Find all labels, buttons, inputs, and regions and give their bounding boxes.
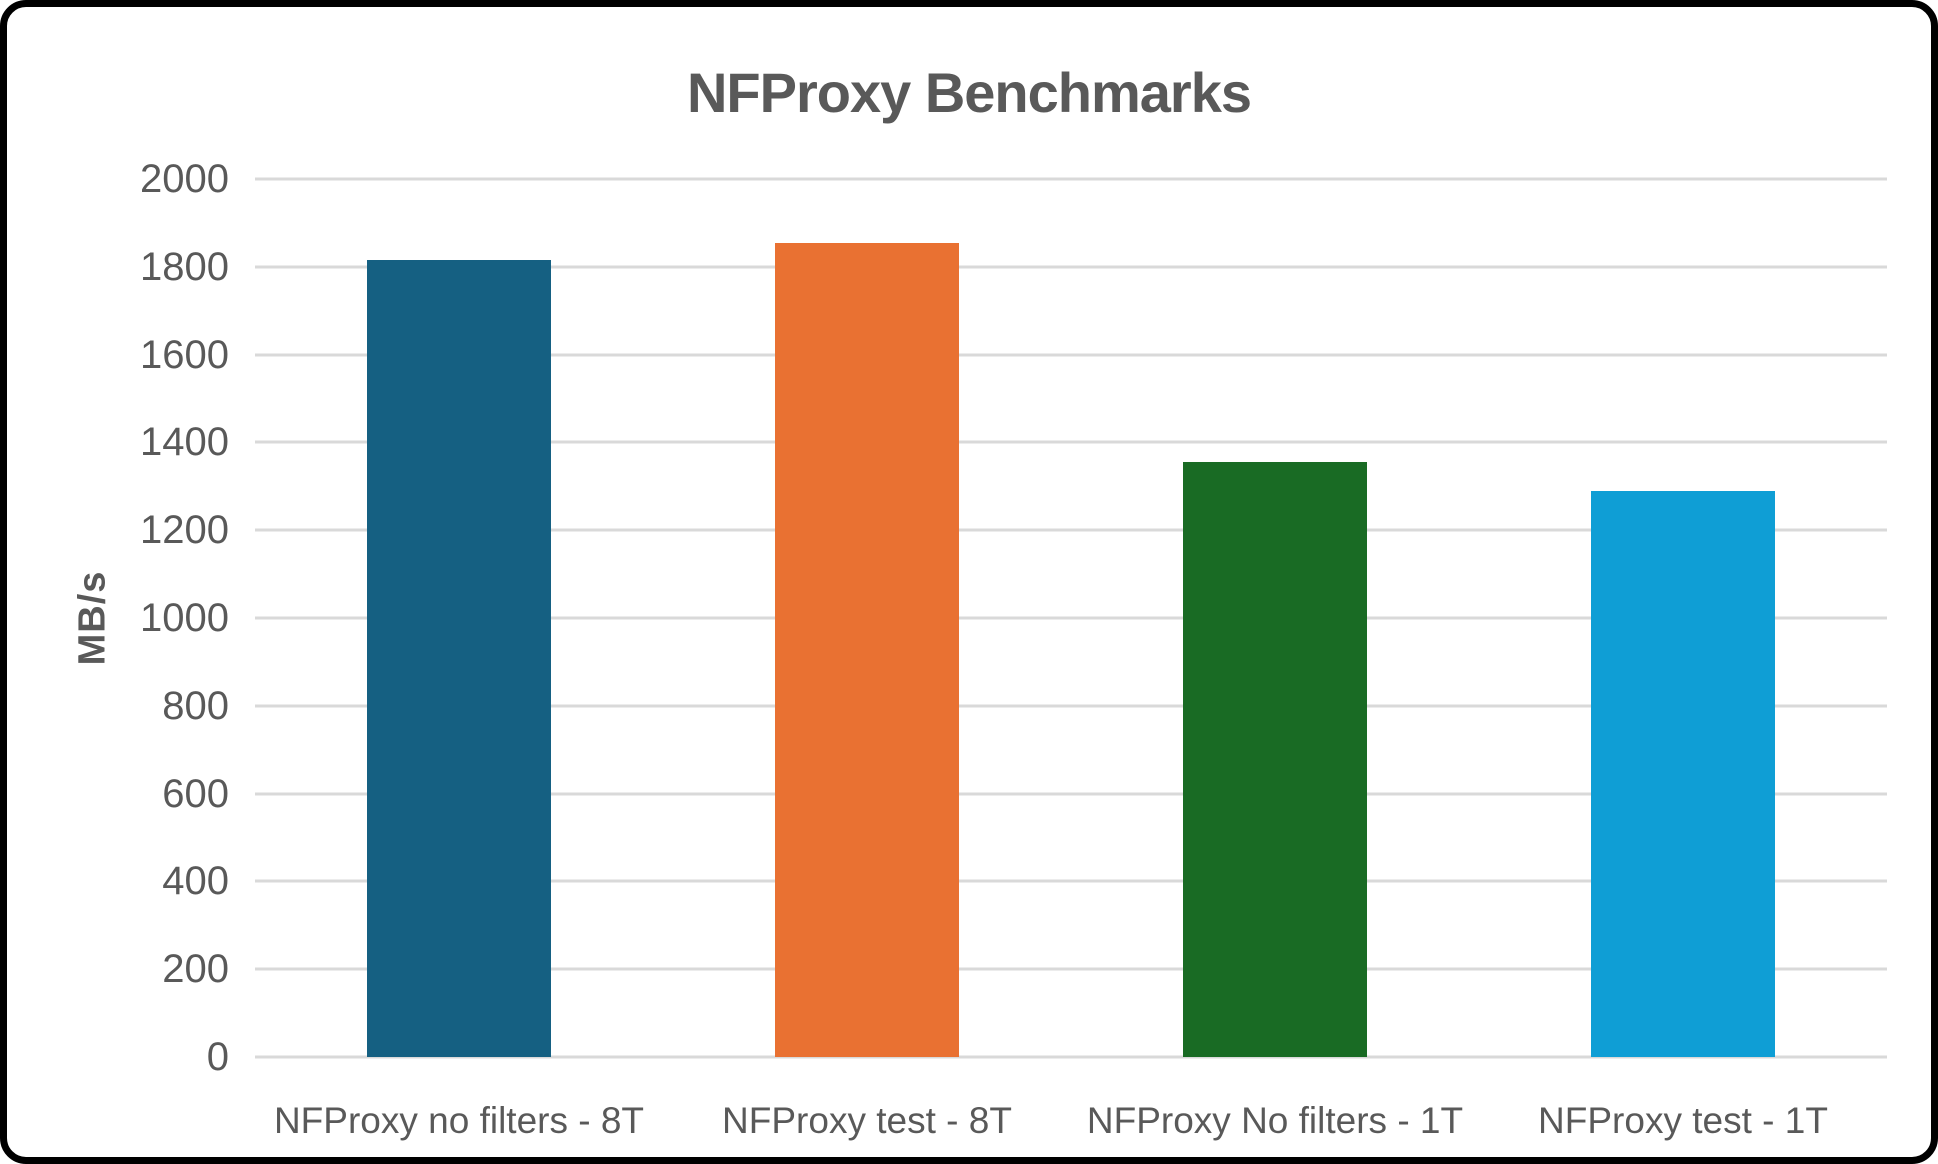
y-tick-label: 1000 (140, 596, 229, 640)
y-tick-label: 600 (162, 771, 229, 816)
bar-nfproxy-test-8t[interactable] (775, 242, 959, 1057)
gridline (255, 792, 1887, 796)
x-tick-label: NFProxy No filters - 1T (1086, 1100, 1464, 1141)
chart-title: NFProxy Benchmarks (686, 61, 1252, 124)
gridline (255, 528, 1887, 532)
y-tick-label: 1800 (140, 244, 229, 289)
bar-nfproxy-no-filters-8t[interactable] (367, 260, 551, 1057)
y-tick-label: 1600 (140, 332, 229, 377)
gridline (255, 177, 1887, 181)
y-tick-label: 800 (162, 683, 229, 728)
gridline (255, 440, 1887, 444)
x-tick-label: NFProxy no filters - 8T (273, 1100, 645, 1141)
gridline (255, 265, 1887, 269)
x-tick-label: NFProxy test - 8T (722, 1100, 1012, 1141)
y-tick-label: 1400 (140, 420, 229, 465)
y-tick-label: 400 (162, 859, 229, 904)
gridline (255, 353, 1887, 357)
y-tick-label: 1200 (140, 508, 229, 553)
gridline (255, 879, 1887, 883)
gridline (255, 704, 1887, 708)
y-tick-label: 0 (206, 1035, 229, 1079)
plot-area (255, 177, 1887, 1059)
bar-nfproxy-no-filters-1t[interactable] (1183, 462, 1367, 1057)
bar-nfproxy-test-1t[interactable] (1591, 490, 1775, 1057)
y-tick-label: 2000 (140, 157, 229, 201)
gridline (255, 967, 1887, 971)
gridline (255, 1055, 1887, 1059)
y-tick-label: 200 (162, 947, 229, 992)
y-axis-tick-labels: 0 200 400 600 800 1000 1200 1400 1600 1800 2000 (7, 157, 229, 1079)
x-axis-tick-labels: NFProxy no filters - 8T NFProxy test - 8T… (255, 1097, 1887, 1147)
x-tick-label: NFProxy test - 1T (1538, 1100, 1828, 1141)
gridline (255, 616, 1887, 620)
